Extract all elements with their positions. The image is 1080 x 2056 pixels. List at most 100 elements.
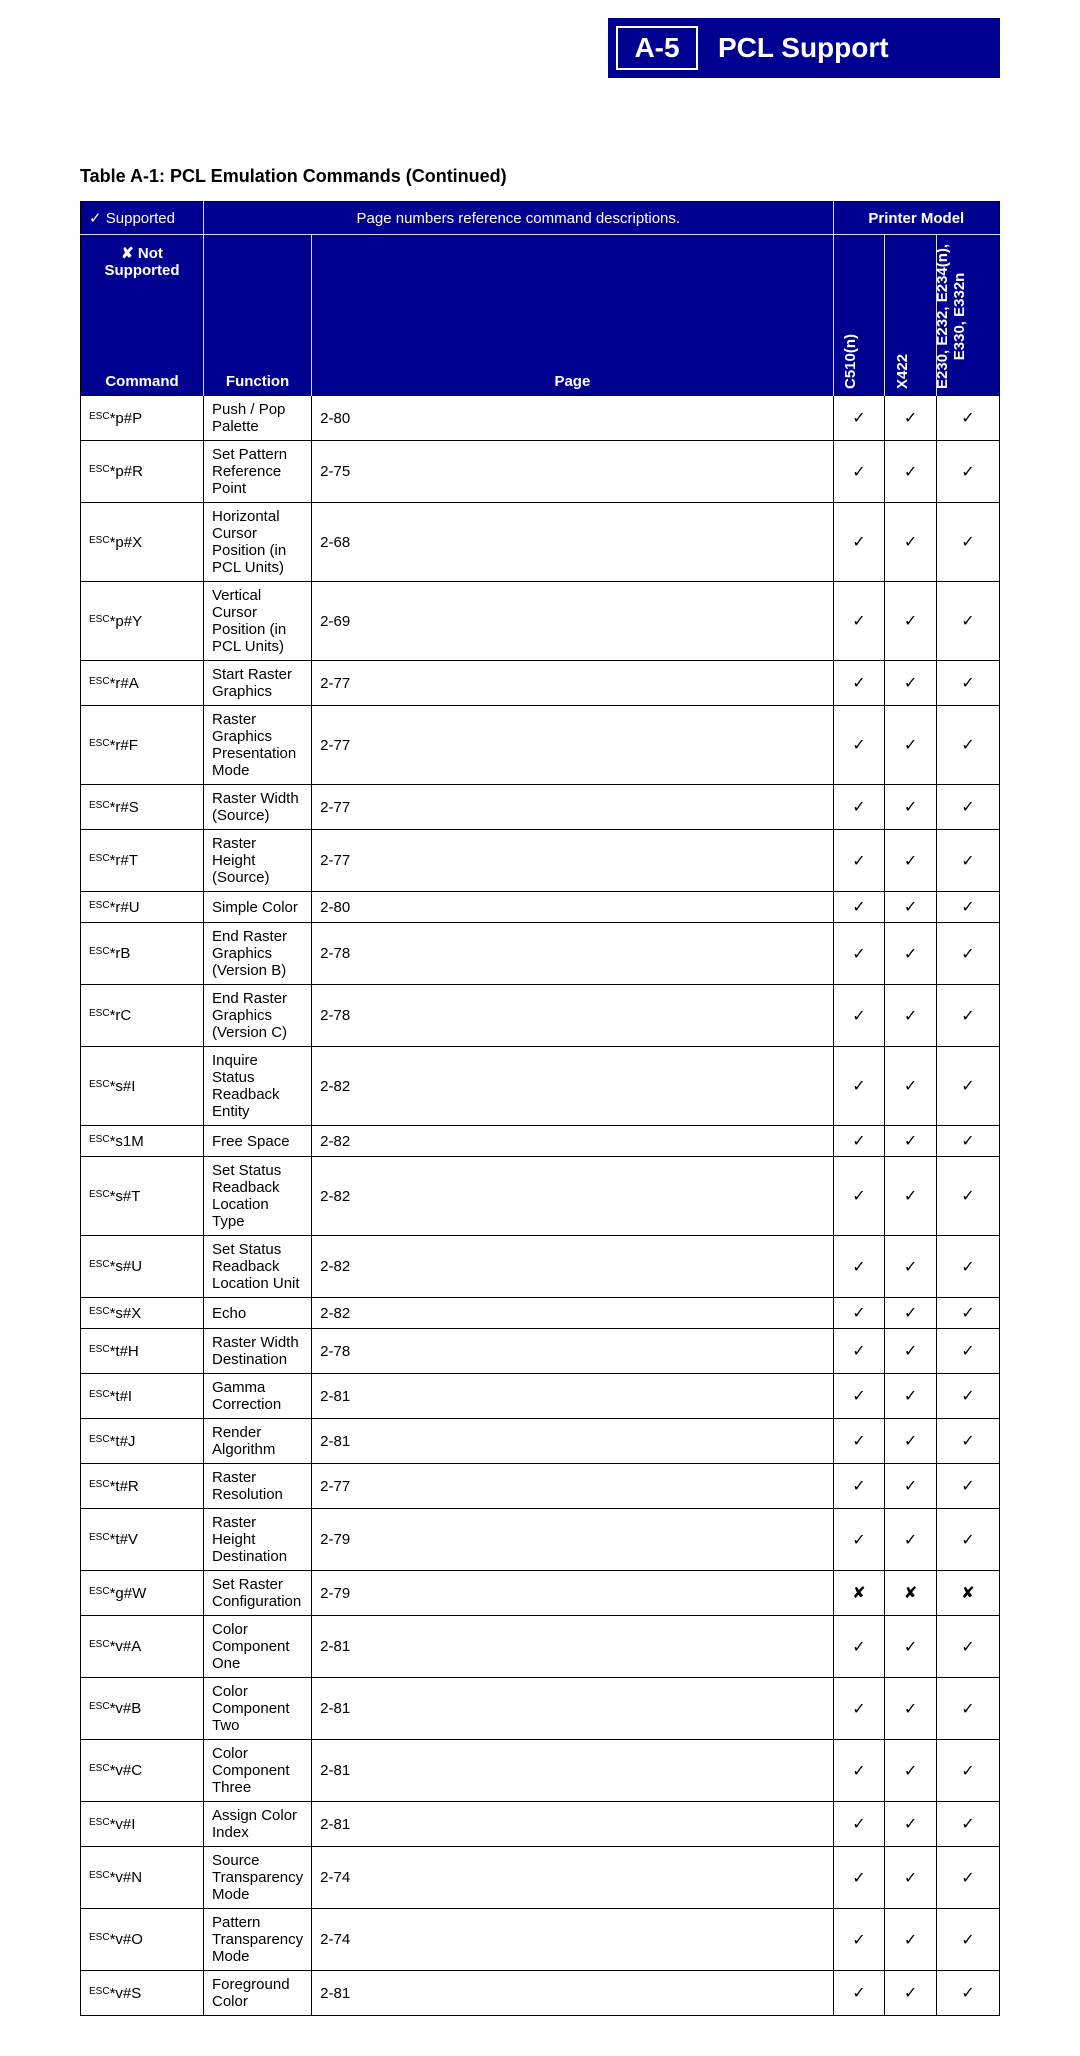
function-cell: Color Component Two — [204, 1678, 312, 1740]
page-cell: 2-81 — [312, 1971, 833, 2016]
function-cell: Echo — [204, 1298, 312, 1329]
function-cell: Vertical Cursor Position (in PCL Units) — [204, 582, 312, 661]
support-cell: ✓ — [833, 1616, 885, 1678]
page-cell: 2-77 — [312, 1464, 833, 1509]
support-cell: ✓ — [936, 1509, 999, 1571]
command-cell: ESC*r#F — [81, 706, 204, 785]
page-cell: 2-77 — [312, 706, 833, 785]
table-row: ESC*r#TRaster Height (Source)2-77✓✓✓ — [81, 830, 1000, 892]
command-cell: ESC*r#A — [81, 661, 204, 706]
support-cell: ✓ — [936, 985, 999, 1047]
support-cell: ✓ — [833, 1374, 885, 1419]
command-cell: ESC*t#H — [81, 1329, 204, 1374]
table-row: ESC*p#YVertical Cursor Position (in PCL … — [81, 582, 1000, 661]
support-cell: ✓ — [885, 1678, 937, 1740]
support-cell: ✘ — [936, 1571, 999, 1616]
table-row: ESC*s#IInquire Status Readback Entity2-8… — [81, 1047, 1000, 1126]
page-header: Page — [312, 235, 833, 396]
table-row: ESC*r#AStart Raster Graphics2-77✓✓✓ — [81, 661, 1000, 706]
page-cell: 2-81 — [312, 1740, 833, 1802]
support-cell: ✓ — [936, 892, 999, 923]
table-row: ESC*t#JRender Algorithm2-81✓✓✓ — [81, 1419, 1000, 1464]
check-icon: ✓ — [89, 210, 102, 227]
command-cell: ESC*s1M — [81, 1126, 204, 1157]
page-cell: 2-77 — [312, 661, 833, 706]
page-cell: 2-77 — [312, 830, 833, 892]
page-cell: 2-69 — [312, 582, 833, 661]
command-header: Command — [89, 373, 195, 390]
table-body: ESC*p#PPush / Pop Palette2-80✓✓✓ESC*p#RS… — [81, 396, 1000, 2016]
function-cell: Start Raster Graphics — [204, 661, 312, 706]
support-cell: ✓ — [885, 1236, 937, 1298]
support-cell: ✓ — [885, 985, 937, 1047]
support-cell: ✓ — [936, 441, 999, 503]
support-cell: ✓ — [833, 1298, 885, 1329]
section-banner: A-5 PCL Support — [608, 18, 1000, 78]
table-row: ESC*rCEnd Raster Graphics (Version C)2-7… — [81, 985, 1000, 1047]
printer-model-header: Printer Model — [833, 202, 999, 235]
function-header: Function — [204, 235, 312, 396]
support-cell: ✓ — [936, 1157, 999, 1236]
page-cell: 2-79 — [312, 1571, 833, 1616]
function-cell: Raster Resolution — [204, 1464, 312, 1509]
support-cell: ✓ — [885, 396, 937, 441]
support-cell: ✓ — [833, 1509, 885, 1571]
command-cell: ESC*rB — [81, 923, 204, 985]
function-cell: Raster Height (Source) — [204, 830, 312, 892]
section-title: PCL Support — [718, 32, 889, 64]
table-row: ESC*p#XHorizontal Cursor Position (in PC… — [81, 503, 1000, 582]
support-cell: ✓ — [833, 706, 885, 785]
support-cell: ✓ — [833, 785, 885, 830]
support-cell: ✓ — [936, 1298, 999, 1329]
support-cell: ✓ — [936, 1419, 999, 1464]
page-cell: 2-81 — [312, 1678, 833, 1740]
function-cell: Source Transparency Mode — [204, 1847, 312, 1909]
support-cell: ✓ — [885, 441, 937, 503]
command-cell: ESC*t#I — [81, 1374, 204, 1419]
command-cell: ESC*rC — [81, 985, 204, 1047]
function-cell: Color Component Three — [204, 1740, 312, 1802]
page-cell: 2-78 — [312, 1329, 833, 1374]
page-cell: 2-82 — [312, 1236, 833, 1298]
support-cell: ✓ — [833, 1047, 885, 1126]
support-cell: ✓ — [833, 1236, 885, 1298]
function-cell: Raster Width (Source) — [204, 785, 312, 830]
support-cell: ✓ — [885, 1847, 937, 1909]
table-row: ESC*r#USimple Color2-80✓✓✓ — [81, 892, 1000, 923]
function-cell: End Raster Graphics (Version C) — [204, 985, 312, 1047]
page-note: Page numbers reference command descripti… — [204, 202, 834, 235]
support-cell: ✓ — [936, 503, 999, 582]
command-cell: ESC*t#J — [81, 1419, 204, 1464]
support-cell: ✓ — [833, 1157, 885, 1236]
support-cell: ✓ — [936, 1329, 999, 1374]
function-cell: Raster Height Destination — [204, 1509, 312, 1571]
support-cell: ✓ — [885, 1909, 937, 1971]
support-cell: ✓ — [885, 661, 937, 706]
support-cell: ✓ — [936, 1740, 999, 1802]
function-cell: Color Component One — [204, 1616, 312, 1678]
command-cell: ESC*v#C — [81, 1740, 204, 1802]
function-cell: Set Status Readback Location Type — [204, 1157, 312, 1236]
table-row: ESC*s1MFree Space2-82✓✓✓ — [81, 1126, 1000, 1157]
support-cell: ✓ — [885, 1047, 937, 1126]
command-cell: ESC*s#X — [81, 1298, 204, 1329]
command-cell: ESC*v#A — [81, 1616, 204, 1678]
table-row: ESC*t#VRaster Height Destination2-79✓✓✓ — [81, 1509, 1000, 1571]
command-cell: ESC*p#Y — [81, 582, 204, 661]
cross-icon: ✘ — [121, 245, 134, 262]
support-cell: ✓ — [936, 1374, 999, 1419]
function-cell: Push / Pop Palette — [204, 396, 312, 441]
support-cell: ✓ — [885, 1298, 937, 1329]
support-cell: ✓ — [936, 1678, 999, 1740]
function-cell: Assign Color Index — [204, 1802, 312, 1847]
page-cell: 2-82 — [312, 1298, 833, 1329]
support-cell: ✓ — [885, 1464, 937, 1509]
command-cell: ESC*v#S — [81, 1971, 204, 2016]
page-cell: 2-82 — [312, 1126, 833, 1157]
command-cell: ESC*p#X — [81, 503, 204, 582]
page-cell: 2-78 — [312, 985, 833, 1047]
function-cell: Pattern Transparency Mode — [204, 1909, 312, 1971]
support-cell: ✓ — [833, 830, 885, 892]
legend-not-supported: ✘ Not Supported — [89, 244, 195, 279]
page-cell: 2-68 — [312, 503, 833, 582]
